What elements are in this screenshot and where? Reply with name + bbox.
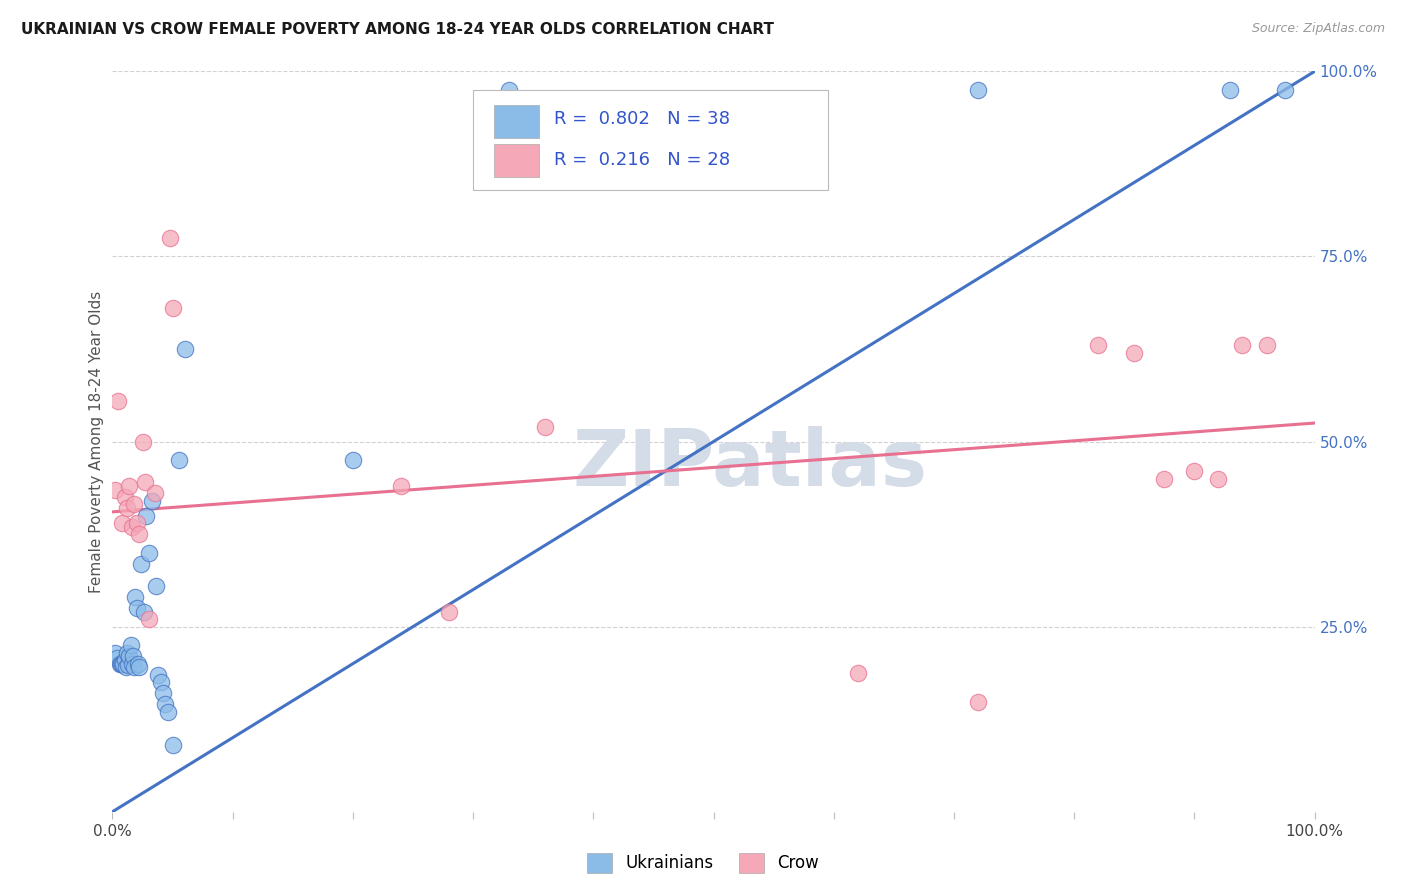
Point — [122, 649, 145, 664]
Text: R =  0.216   N = 28: R = 0.216 N = 28 — [554, 152, 730, 169]
Point — [146, 667, 169, 681]
Point — [127, 657, 149, 671]
Point — [114, 653, 136, 667]
Point — [115, 646, 138, 660]
Point — [534, 419, 557, 434]
Point — [138, 612, 160, 626]
Text: Source: ZipAtlas.com: Source: ZipAtlas.com — [1251, 22, 1385, 36]
Point — [104, 646, 127, 660]
Point — [1087, 338, 1109, 352]
FancyBboxPatch shape — [494, 104, 540, 138]
Point — [967, 83, 990, 97]
Point — [122, 660, 145, 674]
Point — [117, 658, 139, 673]
Point — [131, 434, 153, 449]
Point — [128, 660, 150, 674]
Y-axis label: Female Poverty Among 18-24 Year Olds: Female Poverty Among 18-24 Year Olds — [89, 291, 104, 592]
Point — [1208, 471, 1230, 485]
Point — [138, 546, 160, 560]
Point — [162, 738, 184, 752]
Point — [1256, 338, 1278, 352]
Point — [143, 486, 166, 500]
Point — [167, 453, 190, 467]
Point — [132, 605, 155, 619]
Point — [131, 557, 153, 571]
Point — [141, 493, 163, 508]
Point — [107, 393, 129, 408]
Point — [145, 579, 167, 593]
Text: UKRAINIAN VS CROW FEMALE POVERTY AMONG 18-24 YEAR OLDS CORRELATION CHART: UKRAINIAN VS CROW FEMALE POVERTY AMONG 1… — [21, 22, 775, 37]
Point — [118, 649, 141, 664]
Point — [149, 675, 172, 690]
Point — [1274, 83, 1296, 97]
Point — [111, 516, 134, 530]
Point — [120, 638, 142, 652]
Legend: Ukrainians, Crow: Ukrainians, Crow — [581, 847, 825, 880]
Point — [1219, 83, 1241, 97]
Point — [162, 301, 184, 316]
Point — [498, 83, 520, 97]
Text: ZIPatlas: ZIPatlas — [572, 425, 927, 502]
Point — [135, 508, 157, 523]
Point — [112, 657, 135, 671]
Point — [124, 590, 146, 604]
Point — [389, 479, 412, 493]
Point — [128, 527, 150, 541]
FancyBboxPatch shape — [472, 90, 828, 190]
Point — [121, 657, 143, 671]
Point — [156, 705, 179, 719]
FancyBboxPatch shape — [494, 144, 540, 178]
Point — [159, 231, 181, 245]
Point — [108, 657, 131, 671]
Point — [1153, 471, 1175, 485]
Point — [118, 479, 141, 493]
Point — [121, 519, 143, 533]
Point — [1123, 345, 1146, 359]
Point — [110, 657, 132, 671]
Point — [152, 686, 174, 700]
Point — [105, 650, 128, 665]
Point — [155, 698, 177, 712]
Point — [1184, 464, 1206, 478]
Point — [437, 605, 460, 619]
Point — [114, 660, 136, 674]
Point — [115, 501, 138, 516]
Point — [342, 453, 364, 467]
Point — [111, 657, 134, 671]
Point — [125, 516, 148, 530]
Point — [134, 475, 156, 490]
Point — [125, 601, 148, 615]
Point — [173, 342, 195, 356]
Point — [846, 665, 869, 680]
Point — [967, 695, 990, 709]
Point — [104, 483, 127, 497]
Point — [1232, 338, 1254, 352]
Point — [114, 490, 136, 504]
Point — [122, 498, 145, 512]
Text: R =  0.802   N = 38: R = 0.802 N = 38 — [554, 111, 730, 128]
